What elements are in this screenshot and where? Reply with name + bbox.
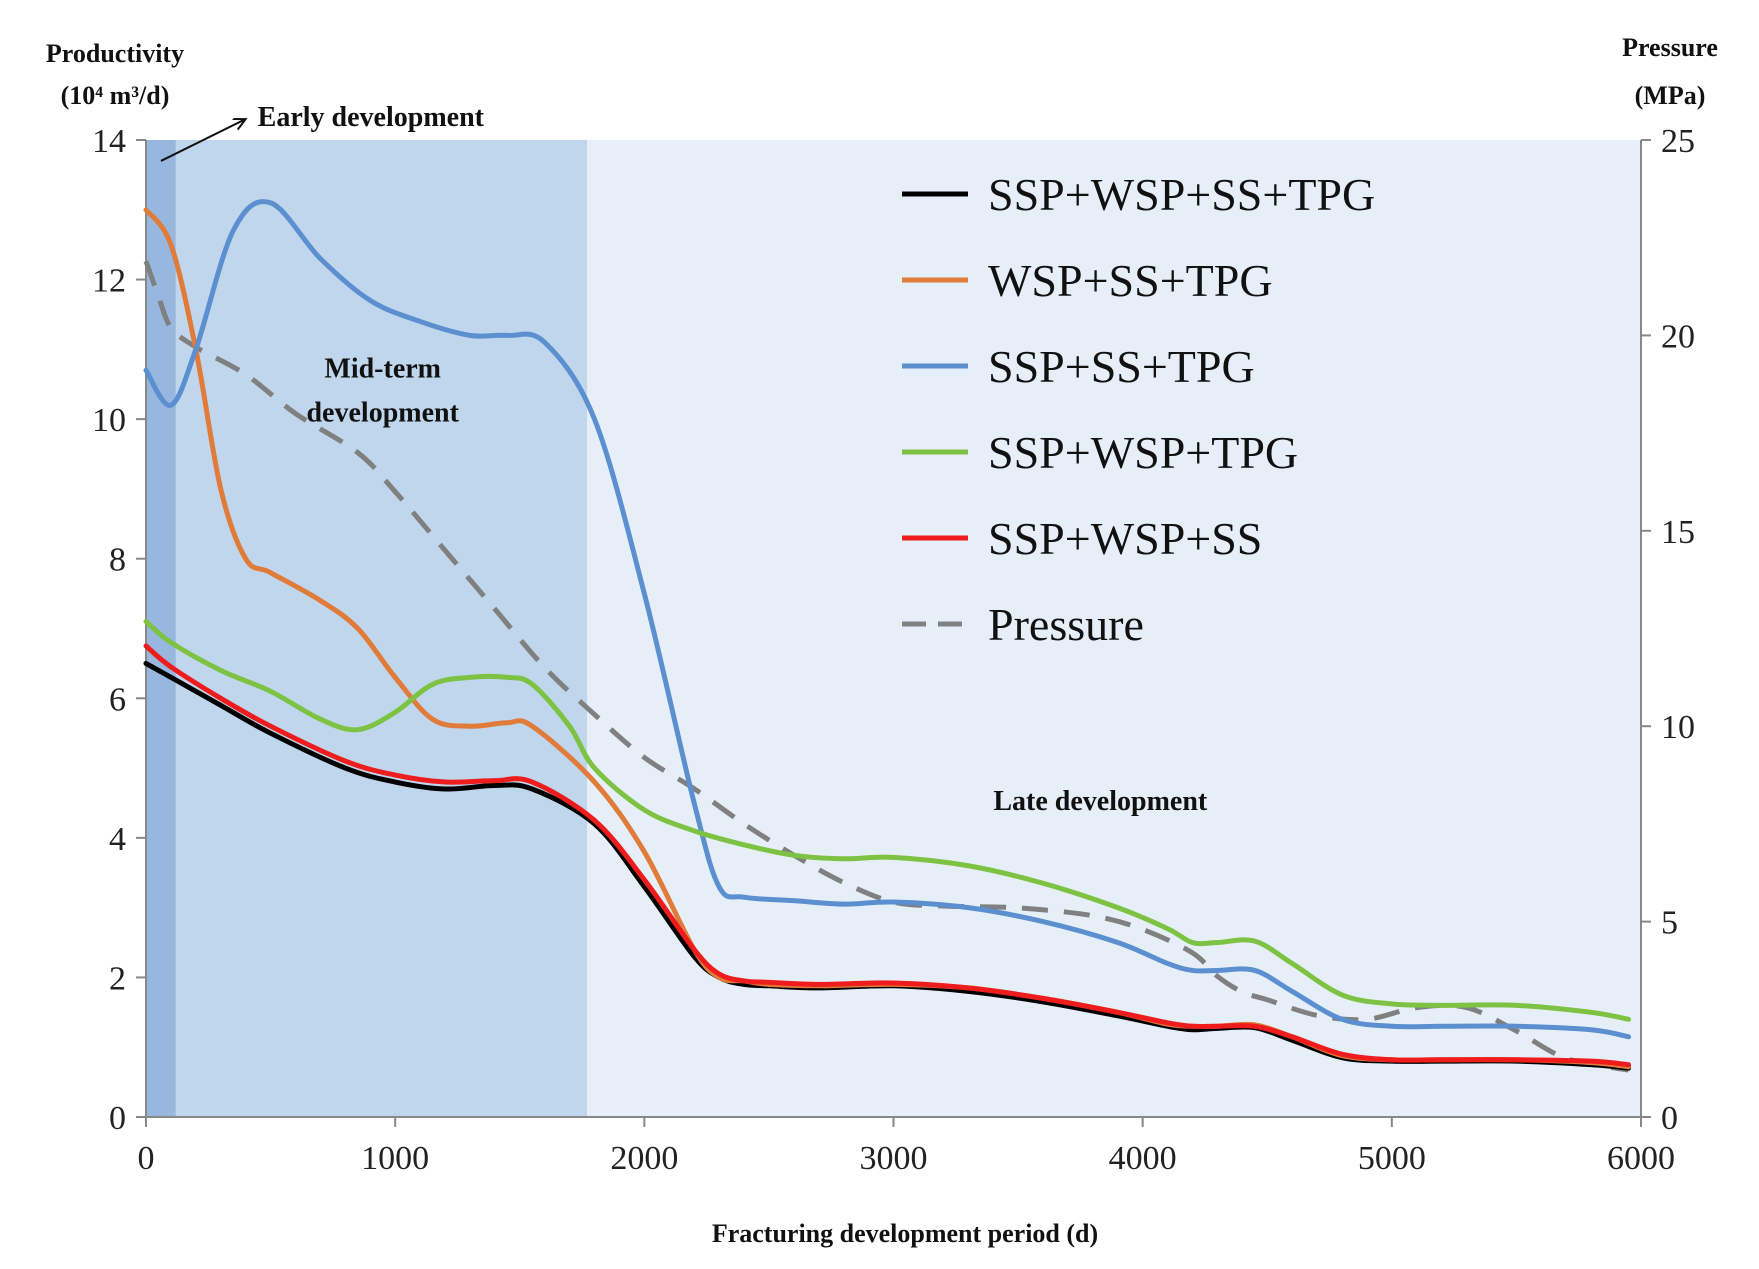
legend-label-ssp-ss-tpg: SSP+SS+TPG <box>988 341 1255 392</box>
right-tick-label: 15 <box>1661 514 1695 551</box>
left-axis-title-line2: (10⁴ m³/d) <box>61 81 170 110</box>
right-tick-label: 20 <box>1661 318 1695 355</box>
right-tick-label: 5 <box>1661 905 1678 942</box>
legend: SSP+WSP+SS+TPG WSP+SS+TPG SSP+SS+TPG SSP+WS… <box>902 169 1375 650</box>
left-tick-label: 4 <box>109 821 126 858</box>
left-tick-label: 12 <box>92 263 126 300</box>
phase-band-late-development <box>587 140 1641 1117</box>
tick-labels: 0 2 4 6 8 10 12 14 0 5 10 15 20 25 0 1000 2000 3000 4000 50… <box>92 123 1695 1177</box>
phase-backgrounds <box>146 140 1641 1117</box>
phase-label-mid-term-development-line1: Mid-term <box>324 353 441 384</box>
x-tick-label: 1000 <box>361 1140 429 1177</box>
early-development-arrow <box>160 119 246 162</box>
x-tick-label: 4000 <box>1109 1140 1177 1177</box>
right-tick-label: 25 <box>1661 123 1695 160</box>
left-tick-label: 2 <box>109 960 126 997</box>
phase-band-mid-term-development <box>175 140 588 1117</box>
x-tick-label: 2000 <box>610 1140 678 1177</box>
series-line-ssp-wsp-tpg <box>143 619 1632 1022</box>
legend-label-ssp-wsp-ss: SSP+WSP+SS <box>988 513 1262 564</box>
right-tick-label: 0 <box>1661 1100 1678 1137</box>
x-tick-label: 6000 <box>1607 1140 1675 1177</box>
x-tick-label: 5000 <box>1358 1140 1426 1177</box>
left-tick-label: 6 <box>109 681 126 718</box>
left-tick-label: 8 <box>109 542 126 579</box>
legend-label-pressure: Pressure <box>988 599 1144 650</box>
left-axis-title-line1: Productivity <box>46 39 184 68</box>
left-tick-label: 14 <box>92 123 126 160</box>
phase-label-late-development: Late development <box>993 786 1208 817</box>
axes <box>136 139 1651 1127</box>
left-tick-label: 10 <box>92 402 126 439</box>
right-tick-label: 10 <box>1661 709 1695 746</box>
legend-label-wsp-ss-tpg: WSP+SS+TPG <box>988 255 1273 306</box>
legend-label-ssp-wsp-ss-tpg: SSP+WSP+SS+TPG <box>988 169 1375 220</box>
x-tick-label: 0 <box>138 1140 155 1177</box>
right-axis-title-line2: (MPa) <box>1635 81 1706 110</box>
phase-label-early-development: Early development <box>258 102 485 133</box>
legend-label-ssp-wsp-tpg: SSP+WSP+TPG <box>988 427 1298 478</box>
phase-label-mid-term-development-line2: development <box>306 397 459 428</box>
annotations: Early development Mid-term development Late… <box>160 102 1208 817</box>
left-tick-label: 0 <box>109 1100 126 1137</box>
series-line-ssp-wsp-ss <box>143 643 1632 1068</box>
right-axis-title-line1: Pressure <box>1622 33 1718 62</box>
series-lines <box>143 199 1632 1073</box>
x-axis-title: Fracturing development period (d) <box>712 1219 1098 1248</box>
series-line-ssp-ss-tpg <box>143 199 1632 1040</box>
x-tick-label: 3000 <box>860 1140 928 1177</box>
